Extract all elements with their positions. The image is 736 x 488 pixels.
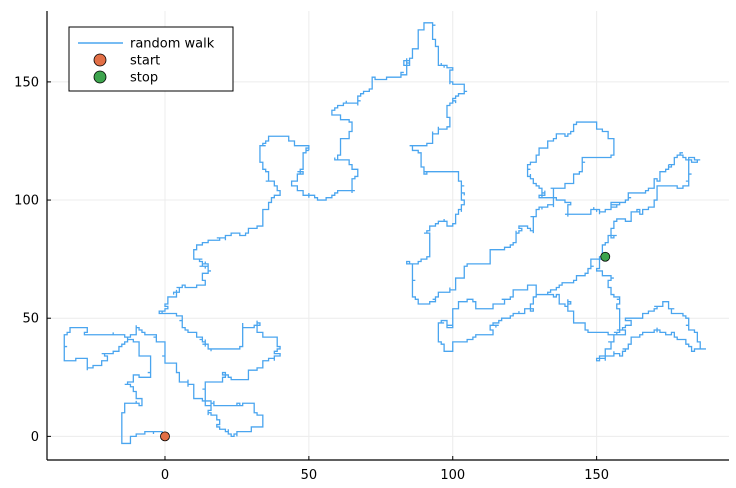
- legend-swatch-stop: [93, 70, 107, 84]
- y-tick-label: 50: [22, 312, 39, 327]
- x-tick-label: 100: [440, 468, 465, 483]
- markers: [160, 251, 611, 442]
- stop-marker: [600, 251, 611, 262]
- y-tick-label: 100: [14, 194, 39, 209]
- y-tick-label: 0: [31, 430, 39, 445]
- x-tick-label: 150: [584, 468, 609, 483]
- axes: 0 50 100 150 0 50 100 150: [14, 11, 729, 483]
- walk-plot: [63, 22, 706, 445]
- legend-label: start: [130, 54, 160, 69]
- y-tick-label: 150: [14, 75, 39, 90]
- start-marker: [160, 431, 170, 442]
- random-walk-series: [63, 22, 706, 445]
- x-tick-label: 50: [301, 468, 318, 483]
- legend-label: stop: [130, 71, 158, 86]
- legend-swatch-start: [93, 53, 107, 67]
- legend-label: random walk: [130, 37, 215, 52]
- x-tick-label: 0: [161, 468, 169, 483]
- legend: random walk start stop: [68, 26, 234, 92]
